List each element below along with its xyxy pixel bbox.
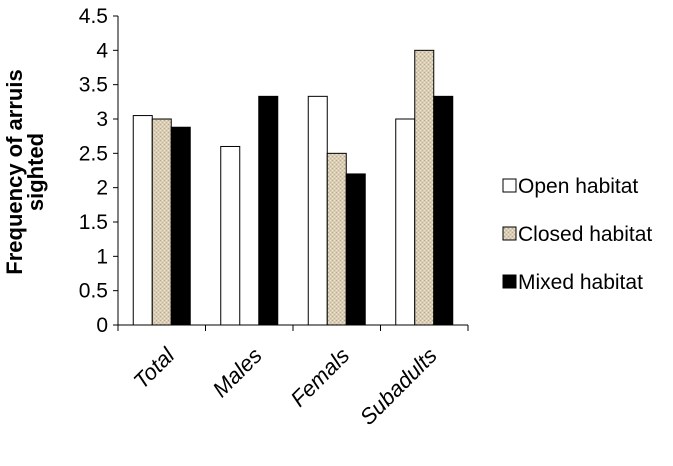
y-tick-label: 4.5 [79, 5, 108, 28]
x-category-label: Femals [286, 343, 355, 412]
y-axis-ticks: 0 0.5 1 1.5 2 2.5 3 3.5 4 4.5 [79, 5, 118, 337]
x-category-label: Males [208, 343, 267, 402]
y-tick-label: 0 [96, 314, 108, 337]
bar-closed-habitat-femals [326, 152, 347, 326]
x-axis-labels: Total Males Femals Subadults [128, 342, 441, 430]
bar-open-habitat-total [132, 115, 153, 326]
legend-swatch-open-habitat [502, 178, 517, 193]
y-axis-title-line-1: Frequency of arruis [2, 69, 27, 274]
bar-closed-habitat-total [151, 118, 172, 326]
legend-swatch-mixed-habitat [502, 274, 517, 289]
y-tick-label: 1.5 [79, 211, 108, 234]
legend-label-closed-habitat: Closed habitat [518, 223, 652, 246]
axes [117, 16, 469, 331]
bar-mixed-habitat-males [258, 95, 279, 326]
bar-open-habitat-subadults [395, 118, 416, 326]
y-axis-title: Frequency of arruis sighted [2, 69, 48, 274]
y-tick-label: 0.5 [79, 280, 108, 303]
bars [132, 49, 454, 326]
bar-open-habitat-femals [307, 95, 328, 326]
bar-mixed-habitat-femals [345, 173, 366, 326]
x-category-label: Total [128, 342, 180, 394]
y-tick-label: 2 [96, 177, 108, 200]
legend: Open habitat Closed habitat Mixed habitat [502, 175, 652, 294]
bar-mixed-habitat-total [170, 126, 191, 326]
bar-closed-habitat-subadults [414, 49, 435, 326]
y-axis-title-line-2: sighted [23, 133, 48, 211]
legend-label-open-habitat: Open habitat [518, 175, 638, 198]
legend-swatch-closed-habitat [502, 226, 517, 241]
x-category-label: Subadults [355, 343, 442, 430]
bar-mixed-habitat-subadults [433, 95, 454, 326]
y-tick-label: 2.5 [79, 142, 108, 165]
legend-label-mixed-habitat: Mixed habitat [518, 271, 643, 294]
y-tick-label: 4 [96, 39, 108, 62]
bar-open-habitat-males [220, 145, 241, 326]
y-tick-label: 3 [96, 108, 108, 131]
y-tick-label: 1 [96, 245, 108, 268]
y-tick-label: 3.5 [79, 74, 108, 97]
